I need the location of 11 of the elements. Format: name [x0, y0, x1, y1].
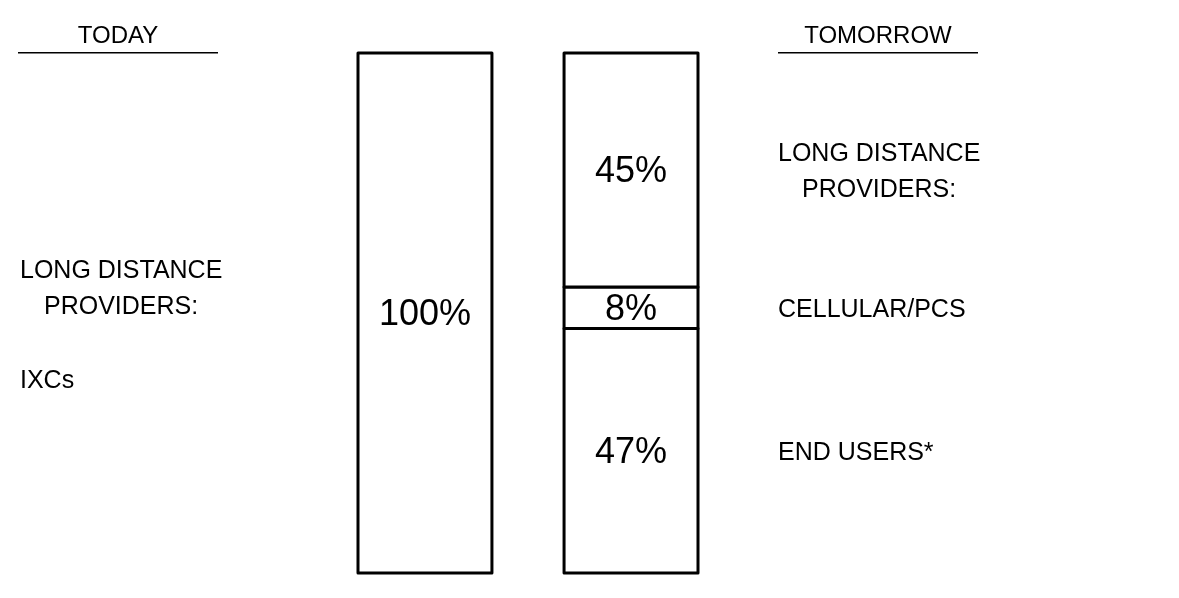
- x-tick-label: TOMORROW: [804, 21, 953, 48]
- data-label: 47%: [595, 429, 668, 471]
- annotation: LONG DISTANCE PROVIDERS:: [20, 255, 223, 319]
- text: END USERS*: [778, 436, 934, 465]
- data-label: 8%: [605, 286, 658, 328]
- data-label: 100%: [378, 292, 472, 333]
- x-tick-label: TODAY: [77, 21, 159, 48]
- annotation: IXCs: [20, 365, 75, 393]
- data-label: 45%: [595, 149, 668, 190]
- text: CELLULAR/PCS: [778, 293, 966, 322]
- text: LONG DISTANCE PROVIDERS:: [778, 138, 981, 202]
